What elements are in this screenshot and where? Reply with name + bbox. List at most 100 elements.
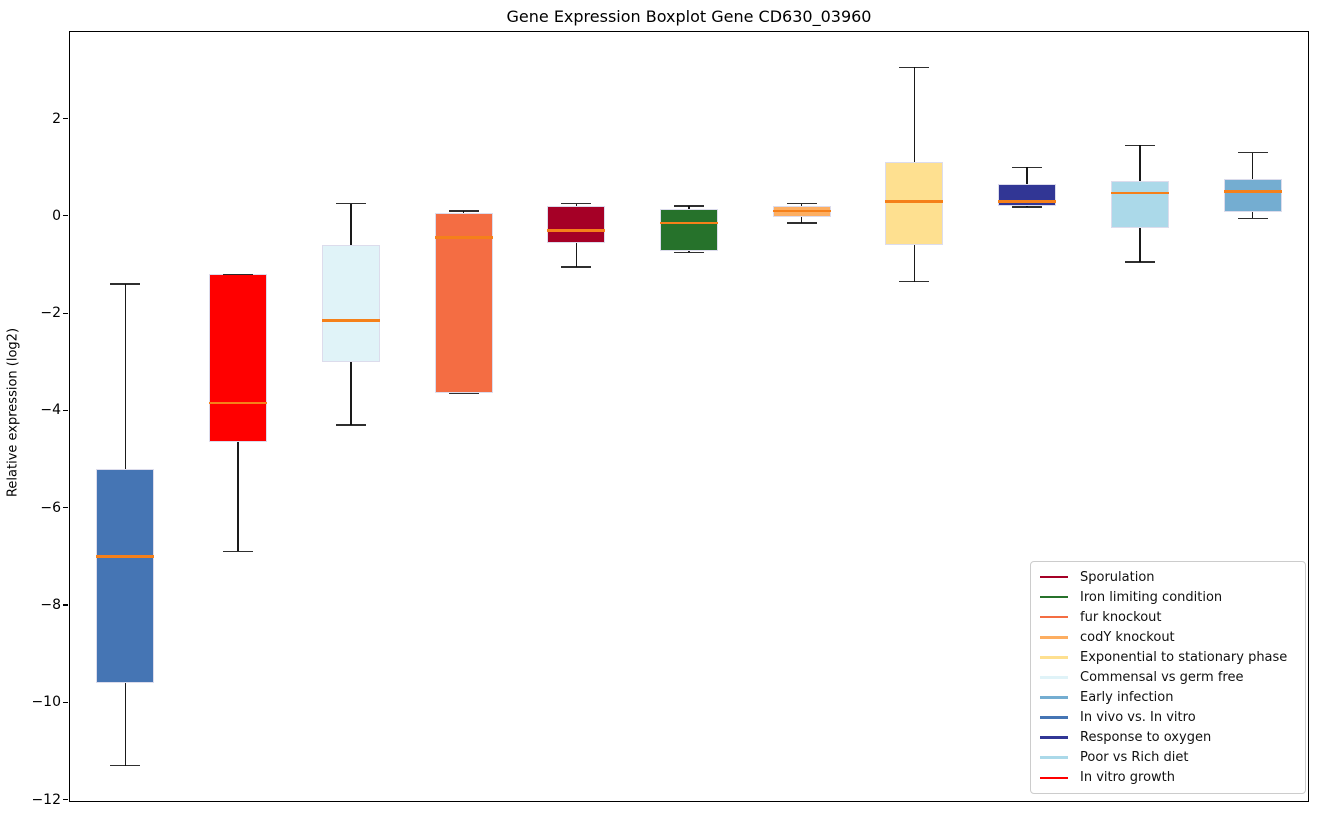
median-line xyxy=(321,319,380,322)
legend-item-label: Commensal vs germ free xyxy=(1080,669,1244,685)
whisker-lower-cap xyxy=(899,280,930,283)
whisker-lower-cap xyxy=(561,266,592,268)
boxplot-box xyxy=(1223,179,1282,213)
whisker-lower-line xyxy=(575,242,577,267)
legend-item: Poor vs Rich diet xyxy=(1040,748,1296,767)
y-tick-mark xyxy=(63,798,68,801)
legend-swatch-line xyxy=(1040,595,1068,599)
legend-item: Exponential to stationary phase xyxy=(1040,648,1296,667)
y-tick-label: 2 xyxy=(52,110,61,127)
legend-item-label: Iron limiting condition xyxy=(1080,589,1223,605)
whisker-upper-line xyxy=(575,203,577,207)
legend-swatch-line xyxy=(1040,575,1068,579)
median-line xyxy=(772,209,831,213)
whisker-upper-line xyxy=(462,210,465,214)
whisker-upper-line xyxy=(1139,145,1141,181)
whisker-lower-line xyxy=(124,682,127,766)
legend-swatch-line xyxy=(1040,615,1068,619)
legend-swatch-line xyxy=(1040,696,1068,699)
whisker-lower-line xyxy=(237,442,239,552)
boxplot-box xyxy=(1110,180,1169,228)
whisker-upper-cap xyxy=(1012,166,1043,168)
legend-item: Response to oxygen xyxy=(1040,728,1296,747)
legend-item-label: In vivo vs. In vitro xyxy=(1080,710,1196,726)
whisker-lower-line xyxy=(801,217,803,224)
legend-item-label: Early infection xyxy=(1080,690,1174,705)
legend-swatch-line xyxy=(1040,776,1068,780)
whisker-upper-line xyxy=(1026,167,1028,185)
median-line xyxy=(998,199,1057,203)
whisker-upper-cap xyxy=(1124,144,1155,146)
legend-item: codY knockout xyxy=(1040,628,1296,647)
whisker-upper-cap xyxy=(561,202,592,205)
boxplot-box xyxy=(96,468,155,683)
legend-item-label: Response to oxygen xyxy=(1080,730,1212,746)
median-line xyxy=(547,229,606,232)
y-tick-label: −12 xyxy=(31,791,61,808)
y-tick-mark xyxy=(63,117,68,120)
y-tick-mark xyxy=(63,215,68,217)
boxplot-box xyxy=(885,162,944,246)
whisker-upper-line xyxy=(801,203,803,207)
legend-item-label: codY knockout xyxy=(1080,629,1175,645)
legend-item: In vivo vs. In vitro xyxy=(1040,708,1296,727)
whisker-lower-cap xyxy=(223,550,254,553)
y-tick-label: −6 xyxy=(40,499,61,516)
whisker-lower-line xyxy=(1139,228,1141,263)
whisker-lower-cap xyxy=(110,764,141,767)
median-line xyxy=(1223,190,1282,193)
y-tick-mark xyxy=(63,312,68,314)
whisker-lower-cap xyxy=(674,251,704,254)
boxplot-box xyxy=(660,208,718,251)
y-tick-mark xyxy=(63,701,68,703)
whisker-upper-line xyxy=(688,206,690,209)
whisker-lower-line xyxy=(1251,212,1254,219)
legend-swatch-line xyxy=(1040,656,1068,659)
whisker-upper-line xyxy=(124,283,127,469)
y-tick-mark xyxy=(63,409,68,411)
legend-item: In vitro growth xyxy=(1040,768,1296,787)
y-tick-mark xyxy=(63,604,68,606)
whisker-lower-line xyxy=(350,361,352,425)
y-tick-label: −10 xyxy=(31,694,61,711)
whisker-lower-cap xyxy=(786,222,817,224)
boxplot-box xyxy=(998,184,1057,207)
boxplot-box xyxy=(321,245,380,362)
median-line xyxy=(96,555,155,558)
boxplot-box xyxy=(209,274,268,443)
page-title: Gene Expression Boxplot Gene CD630_03960 xyxy=(506,7,872,26)
whisker-upper-line xyxy=(913,67,916,163)
median-line xyxy=(660,221,718,225)
whisker-upper-line xyxy=(1251,152,1254,180)
legend: Sporulation Iron limiting condition fur kn… xyxy=(1030,561,1306,794)
legend-item: Sporulation xyxy=(1040,568,1296,587)
whisker-lower-cap xyxy=(1124,261,1155,263)
legend-swatch-line xyxy=(1040,635,1068,639)
legend-item-label: Exponential to stationary phase xyxy=(1080,649,1288,665)
whisker-lower-cap xyxy=(1237,217,1268,219)
median-line xyxy=(434,236,493,240)
legend-item: Early infection xyxy=(1040,688,1296,707)
legend-swatch-line xyxy=(1040,736,1068,739)
whisker-lower-cap xyxy=(335,424,366,426)
legend-item-label: Sporulation xyxy=(1080,569,1155,585)
boxplot-box xyxy=(434,213,493,394)
whisker-upper-cap xyxy=(786,202,817,205)
whisker-lower-cap xyxy=(448,392,479,395)
boxplot-box xyxy=(547,206,606,243)
whisker-lower-line xyxy=(688,250,690,253)
legend-item: Commensal vs germ free xyxy=(1040,668,1296,687)
y-tick-label: −4 xyxy=(40,402,61,419)
y-tick-label: −2 xyxy=(40,305,61,322)
y-tick-mark xyxy=(63,507,68,509)
whisker-lower-line xyxy=(913,245,916,282)
legend-swatch-line xyxy=(1040,676,1068,679)
median-line xyxy=(885,199,944,203)
whisker-upper-cap xyxy=(899,66,930,69)
legend-item: fur knockout xyxy=(1040,608,1296,627)
legend-item-label: fur knockout xyxy=(1080,609,1162,625)
legend-swatch-line xyxy=(1040,716,1068,719)
whisker-upper-cap xyxy=(335,202,366,205)
legend-swatch-line xyxy=(1040,756,1068,760)
